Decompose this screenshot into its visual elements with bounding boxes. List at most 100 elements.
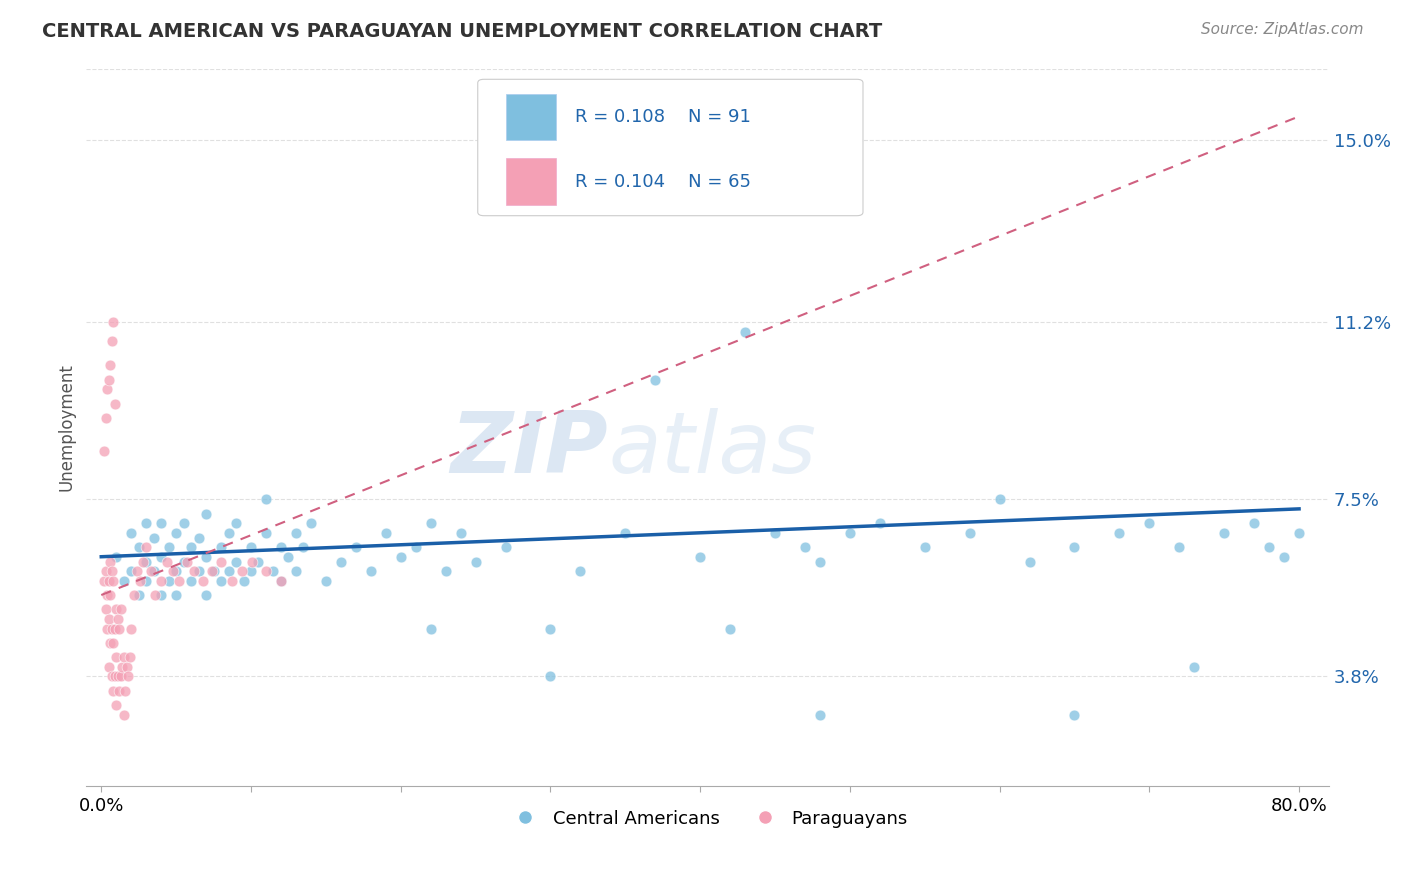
Point — [94, 602, 117, 616]
Point — [97, 373, 120, 387]
Point — [763, 525, 786, 540]
Point — [689, 549, 711, 564]
Point — [464, 555, 486, 569]
Point — [1063, 707, 1085, 722]
Point — [114, 683, 136, 698]
Point — [142, 564, 165, 578]
Point — [1168, 540, 1191, 554]
Text: R = 0.104    N = 65: R = 0.104 N = 65 — [575, 172, 751, 191]
Point — [104, 396, 127, 410]
Point — [292, 540, 315, 554]
Point — [97, 660, 120, 674]
Point — [195, 507, 218, 521]
Point — [914, 540, 936, 554]
Point — [135, 555, 157, 569]
Point — [103, 683, 125, 698]
Point — [120, 525, 142, 540]
Point — [218, 564, 240, 578]
Point — [105, 602, 128, 616]
Point — [128, 588, 150, 602]
Point — [96, 588, 118, 602]
Point — [180, 574, 202, 588]
Point — [614, 525, 637, 540]
Point — [270, 574, 292, 588]
Point — [156, 555, 179, 569]
Point — [150, 574, 173, 588]
Point — [120, 622, 142, 636]
Point — [103, 315, 125, 329]
Point — [112, 574, 135, 588]
Point — [127, 564, 149, 578]
Point — [254, 525, 277, 540]
Point — [100, 622, 122, 636]
Point — [165, 564, 187, 578]
Point — [191, 574, 214, 588]
Text: atlas: atlas — [609, 408, 817, 491]
Point — [329, 555, 352, 569]
FancyBboxPatch shape — [478, 79, 863, 216]
Point — [221, 574, 243, 588]
Point — [419, 622, 441, 636]
Point — [111, 660, 134, 674]
Point — [195, 549, 218, 564]
Point — [142, 531, 165, 545]
Legend: Central Americans, Paraguayans: Central Americans, Paraguayans — [501, 803, 915, 835]
Point — [173, 555, 195, 569]
Point — [98, 636, 121, 650]
Point — [209, 540, 232, 554]
Point — [495, 540, 517, 554]
Y-axis label: Unemployment: Unemployment — [58, 364, 75, 491]
Point — [247, 555, 270, 569]
Point — [374, 525, 396, 540]
Point — [240, 564, 263, 578]
Bar — [506, 94, 555, 140]
Point — [167, 574, 190, 588]
Point — [209, 555, 232, 569]
Point — [209, 574, 232, 588]
Point — [105, 698, 128, 712]
Point — [315, 574, 337, 588]
Point — [201, 564, 224, 578]
Point — [110, 669, 132, 683]
Point — [262, 564, 284, 578]
Point — [94, 564, 117, 578]
Point — [959, 525, 981, 540]
Point — [1108, 525, 1130, 540]
Point — [450, 525, 472, 540]
Bar — [506, 158, 555, 205]
Point — [180, 540, 202, 554]
Point — [93, 574, 115, 588]
Point — [270, 574, 292, 588]
Point — [344, 540, 367, 554]
Point — [108, 683, 131, 698]
Point — [284, 564, 307, 578]
Point — [118, 650, 141, 665]
Point — [150, 516, 173, 531]
Point — [94, 411, 117, 425]
Point — [277, 549, 299, 564]
Point — [143, 588, 166, 602]
Point — [103, 574, 125, 588]
Point — [105, 650, 128, 665]
Point — [405, 540, 427, 554]
Point — [117, 669, 139, 683]
Text: CENTRAL AMERICAN VS PARAGUAYAN UNEMPLOYMENT CORRELATION CHART: CENTRAL AMERICAN VS PARAGUAYAN UNEMPLOYM… — [42, 22, 883, 41]
Point — [299, 516, 322, 531]
Point — [104, 622, 127, 636]
Point — [808, 707, 831, 722]
Point — [538, 622, 561, 636]
Point — [240, 540, 263, 554]
Point — [195, 588, 218, 602]
Point — [96, 622, 118, 636]
Point — [122, 588, 145, 602]
Point — [187, 531, 209, 545]
Point — [165, 525, 187, 540]
Point — [644, 373, 666, 387]
Point — [150, 588, 173, 602]
Point — [988, 492, 1011, 507]
Point — [98, 359, 121, 373]
Point — [869, 516, 891, 531]
Point — [150, 549, 173, 564]
Point — [96, 382, 118, 396]
Point — [98, 555, 121, 569]
